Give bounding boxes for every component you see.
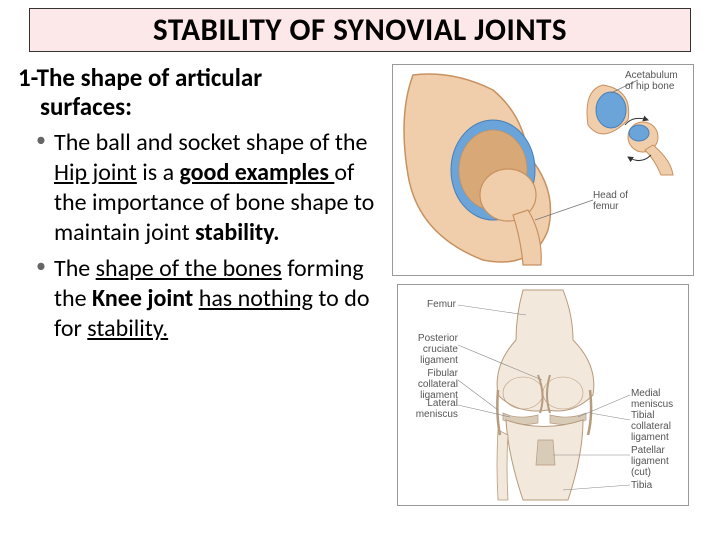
label-pl: Patellar ligament (cut) bbox=[631, 445, 686, 478]
title-box: STABILITY OF SYNOVIAL JOINTS bbox=[29, 8, 691, 52]
list-item: The ball and socket shape of the Hip joi… bbox=[36, 128, 376, 248]
text-underline: shape of the bones bbox=[96, 254, 282, 283]
text-bold: stability. bbox=[195, 218, 279, 247]
label-tcl: Tibial collateral ligament bbox=[631, 410, 686, 443]
image-column: Acetabulum of hip bone Head of femur bbox=[384, 64, 702, 506]
label-mm: Medial meniscus bbox=[631, 388, 686, 410]
page-title: STABILITY OF SYNOVIAL JOINTS bbox=[40, 11, 680, 49]
hip-joint-figure: Acetabulum of hip bone Head of femur bbox=[392, 64, 694, 276]
slide: STABILITY OF SYNOVIAL JOINTS 1-The shape… bbox=[0, 0, 720, 540]
label-fcl: Fibular collateral ligament bbox=[400, 368, 458, 401]
section-h-l2: surfaces: bbox=[18, 93, 376, 122]
section-h-l1: The shape of articular bbox=[37, 62, 263, 93]
content-area: 1-The shape of articular surfaces: The b… bbox=[18, 64, 702, 506]
label-femur-head: Head of femur bbox=[593, 190, 643, 212]
label-pcl: Posterior cruciate ligament bbox=[400, 333, 458, 366]
knee-joint-figure: Femur Posterior cruciate ligament Fibula… bbox=[397, 284, 689, 506]
hip-joint-svg bbox=[393, 65, 693, 275]
text-underline: Hip joint bbox=[54, 158, 137, 187]
label-acetabulum: Acetabulum of hip bone bbox=[625, 70, 687, 92]
label-lm: Lateral meniscus bbox=[400, 398, 458, 420]
text-underline: has nothing bbox=[199, 284, 313, 313]
label-tibia: Tibia bbox=[631, 480, 686, 491]
text: The ball and socket shape of the bbox=[54, 128, 367, 157]
text: is a bbox=[137, 158, 180, 187]
text-column: 1-The shape of articular surfaces: The b… bbox=[18, 64, 384, 506]
text: The bbox=[54, 254, 96, 283]
text-bold-underline: good examples bbox=[180, 158, 335, 187]
section-number: 1- bbox=[18, 62, 37, 93]
bullet-list: The ball and socket shape of the Hip joi… bbox=[18, 128, 376, 344]
list-item: The shape of the bones forming the Knee … bbox=[36, 254, 376, 344]
label-femur: Femur bbox=[408, 299, 456, 310]
text-bold: Knee joint bbox=[92, 284, 193, 313]
text-underline: stability. bbox=[87, 314, 168, 343]
section-heading: 1-The shape of articular surfaces: bbox=[18, 64, 376, 122]
